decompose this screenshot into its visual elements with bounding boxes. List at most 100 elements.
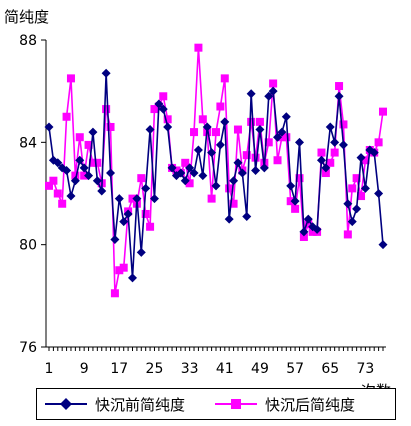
data-point-series-2 (45, 181, 53, 190)
data-point-series-1 (132, 194, 142, 204)
data-point-series-1 (237, 168, 247, 178)
x-tick-label: 57 (286, 361, 304, 377)
data-point-series-2 (137, 174, 146, 183)
data-point-series-2 (84, 140, 93, 149)
y-tick-label: 76 (19, 340, 37, 356)
data-point-series-2 (291, 204, 300, 213)
legend-marker-diamond-icon (45, 398, 87, 410)
data-point-series-1 (303, 214, 313, 224)
data-point-series-1 (251, 165, 261, 175)
data-point-series-1 (84, 171, 94, 181)
data-point-series-2 (62, 112, 71, 121)
data-point-series-1 (75, 155, 85, 165)
x-tick-label: 9 (80, 361, 89, 377)
y-tick-label: 80 (19, 238, 37, 254)
data-point-series-1 (281, 112, 291, 122)
data-point-series-1 (259, 163, 269, 173)
data-point-series-1 (264, 91, 274, 101)
data-point-series-1 (242, 212, 252, 222)
data-point-series-1 (88, 127, 98, 137)
data-point-series-1 (193, 145, 203, 155)
data-point-series-1 (255, 125, 265, 135)
x-tick-label: 41 (216, 361, 234, 377)
data-point-series-1 (62, 165, 72, 175)
y-tick-label: 84 (19, 135, 37, 151)
x-tick-label: 73 (357, 361, 375, 377)
data-point-series-2 (233, 125, 242, 134)
data-point-series-2 (330, 148, 339, 157)
data-point-series-1 (145, 125, 155, 135)
data-point-series-1 (114, 194, 124, 204)
data-point-series-1 (163, 122, 173, 132)
data-point-series-1 (360, 183, 370, 193)
data-point-series-2 (216, 102, 225, 111)
data-point-series-1 (97, 186, 107, 196)
data-point-series-1 (321, 163, 331, 173)
data-point-series-2 (207, 194, 216, 203)
data-point-series-1 (53, 158, 63, 168)
data-point-series-1 (352, 204, 362, 214)
data-point-series-1 (198, 171, 208, 181)
data-point-series-2 (66, 74, 75, 83)
data-point-series-1 (154, 99, 164, 109)
data-point-series-1 (66, 191, 76, 201)
data-point-series-1 (343, 199, 353, 209)
x-tick-label: 17 (110, 361, 128, 377)
data-point-series-1 (246, 89, 256, 99)
data-point-series-1 (106, 168, 116, 178)
data-point-series-1 (167, 163, 177, 173)
data-point-series-1 (101, 68, 111, 78)
series-line-1 (48, 73, 384, 278)
data-point-series-1 (176, 168, 186, 178)
data-point-series-1 (180, 176, 190, 186)
data-point-series-1 (273, 132, 283, 142)
data-point-series-2 (379, 107, 387, 116)
data-point-series-2 (75, 133, 84, 142)
data-point-series-1 (277, 127, 287, 137)
data-point-series-2 (304, 220, 313, 229)
data-point-series-2 (361, 156, 370, 165)
data-point-series-1 (312, 224, 322, 234)
data-point-series-2 (53, 189, 62, 198)
data-point-series-2 (282, 133, 291, 142)
data-point-series-2 (190, 128, 199, 137)
data-point-series-2 (352, 174, 361, 183)
data-point-series-1 (316, 155, 326, 165)
data-point-series-1 (185, 163, 195, 173)
data-point-series-2 (141, 209, 150, 218)
series-line-2 (48, 47, 384, 294)
data-point-series-2 (198, 115, 207, 124)
data-point-series-2 (163, 115, 172, 124)
data-point-series-2 (299, 232, 308, 241)
data-point-series-2 (357, 192, 366, 201)
chart-legend: 快沉前简纯度 快沉后简纯度 (36, 388, 396, 420)
data-point-series-2 (374, 138, 383, 147)
data-point-series-1 (202, 122, 212, 132)
x-tick-label: 25 (146, 361, 164, 377)
data-point-series-2 (150, 105, 159, 114)
data-point-series-1 (334, 91, 344, 101)
legend-item-series-2: 快沉后简纯度 (213, 389, 355, 419)
data-point-series-1 (233, 158, 243, 168)
data-point-series-2 (212, 128, 220, 137)
data-point-series-1 (295, 137, 304, 147)
data-point-series-2 (255, 117, 264, 126)
data-point-series-1 (158, 104, 168, 114)
y-axis-label: 简纯度 (4, 8, 50, 26)
legend-label-series-2: 快沉后简纯度 (265, 395, 356, 414)
data-point-series-2 (269, 79, 278, 88)
data-point-series-2 (264, 138, 273, 147)
data-point-series-2 (88, 158, 97, 167)
data-point-series-1 (110, 235, 120, 245)
data-point-series-2 (229, 199, 238, 208)
data-point-series-2 (115, 266, 124, 275)
data-point-series-1 (136, 247, 146, 257)
data-point-series-2 (93, 158, 102, 167)
data-point-series-2 (194, 43, 203, 52)
data-point-series-1 (299, 227, 309, 237)
x-tick-label: 49 (251, 361, 269, 377)
data-point-series-2 (110, 289, 119, 298)
data-point-series-1 (378, 240, 388, 250)
data-point-series-1 (128, 273, 137, 283)
